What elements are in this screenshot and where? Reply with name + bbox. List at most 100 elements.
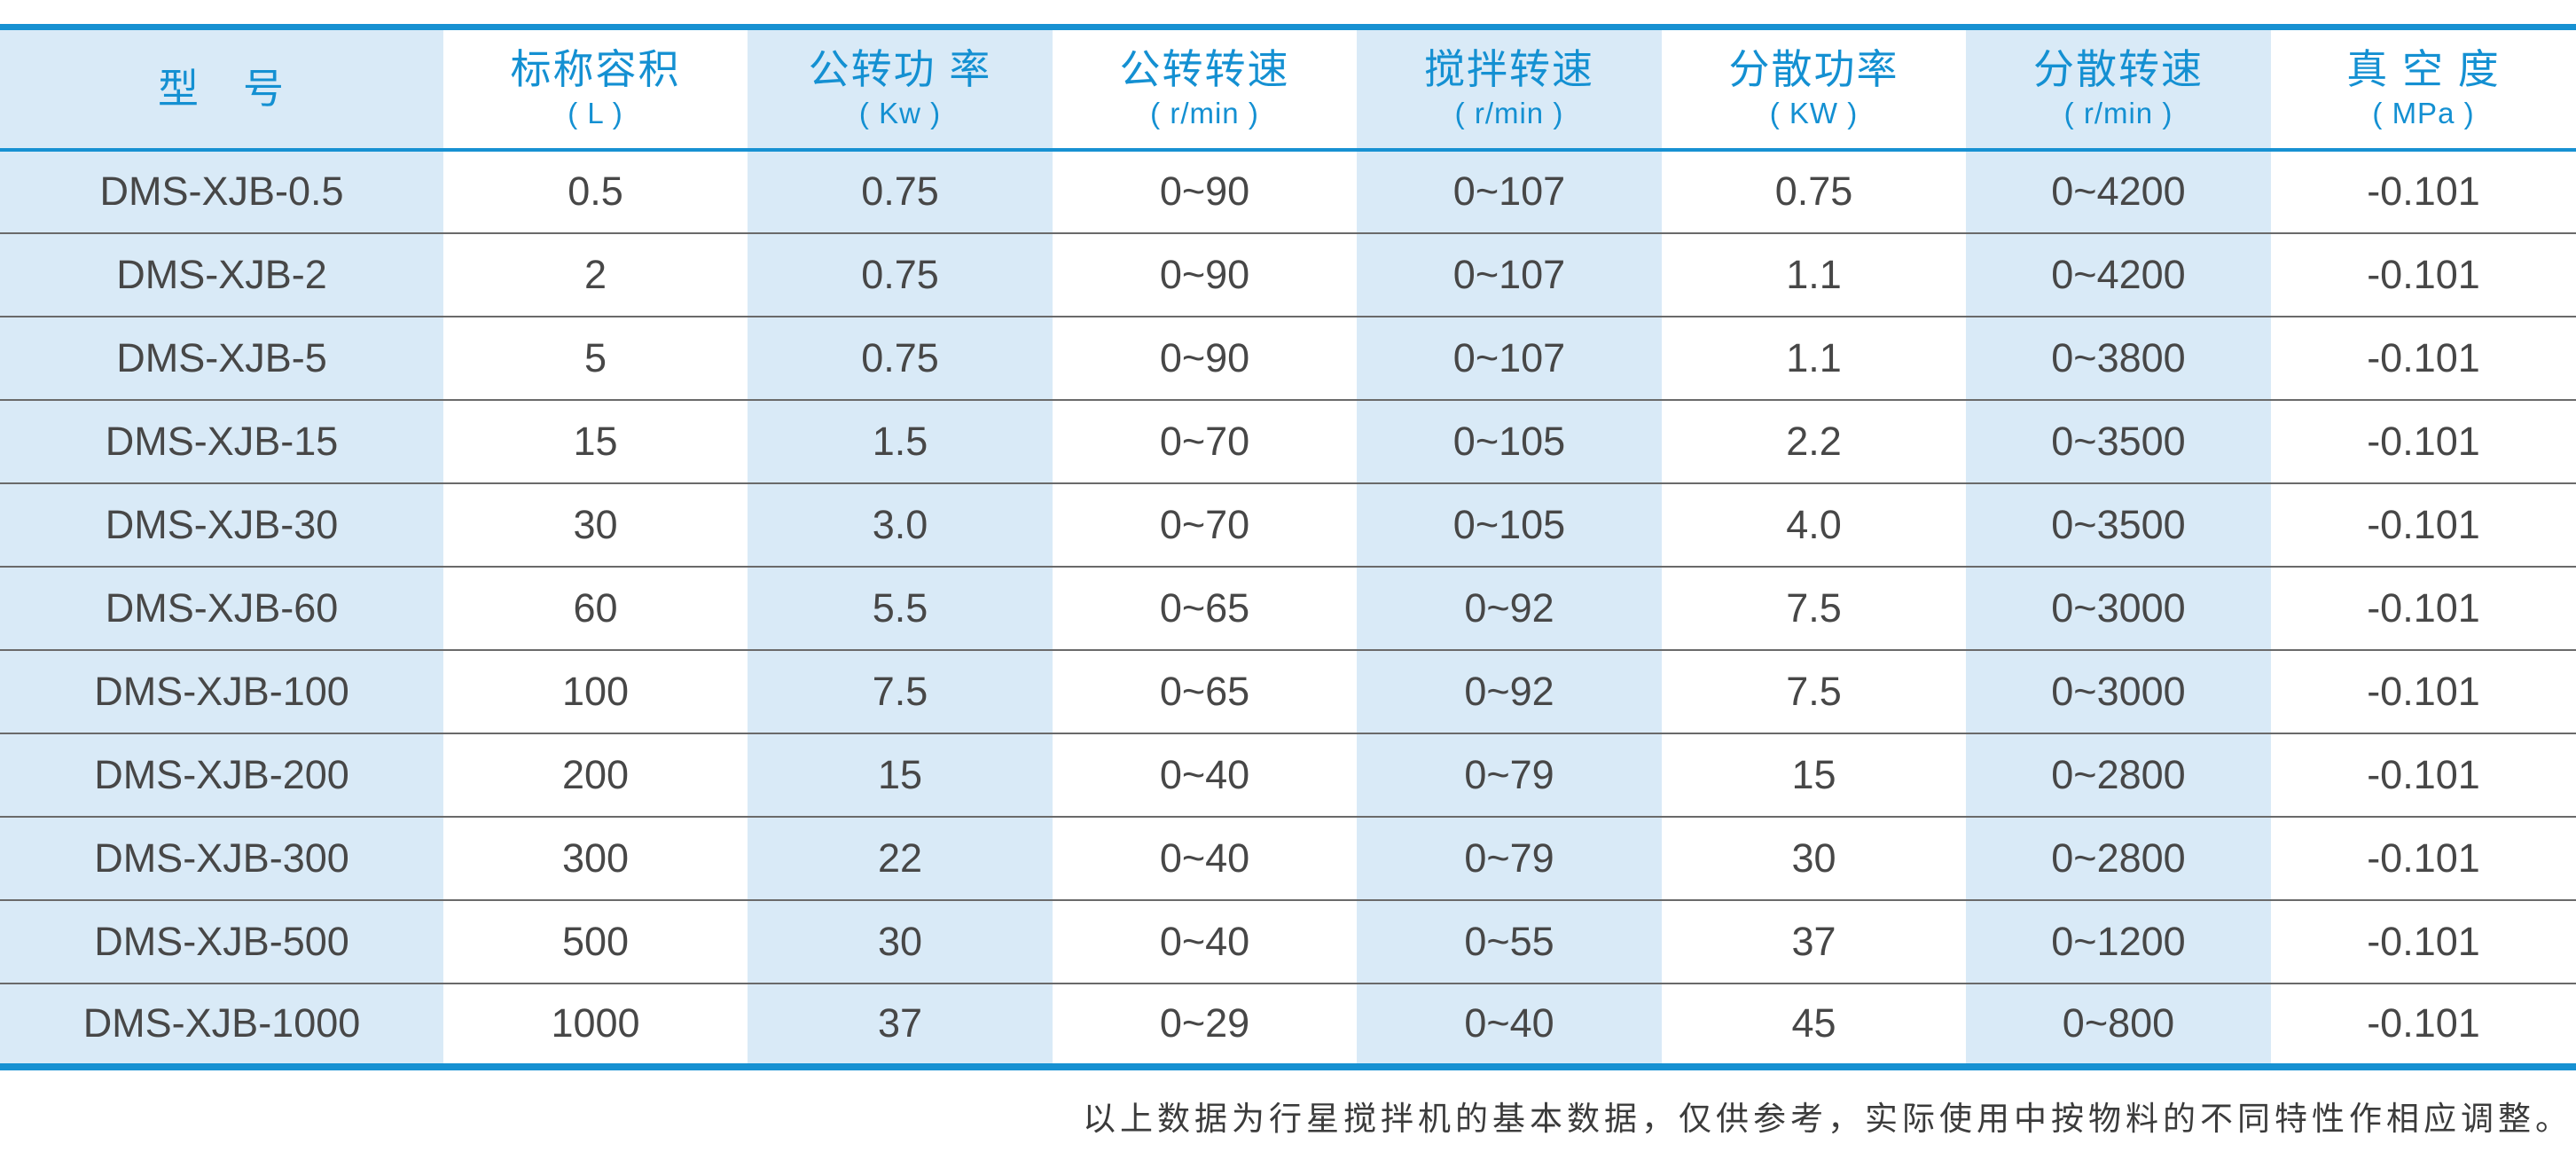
value-cell: 0~107	[1357, 315, 1662, 400]
value-cell: 0.75	[748, 315, 1053, 400]
value-cell: 0~79	[1357, 732, 1662, 817]
value-cell: 0~92	[1357, 648, 1662, 733]
value-cell: 0~40	[1053, 815, 1357, 900]
value-cell: 0~107	[1357, 231, 1662, 317]
value-cell: 37	[1662, 898, 1966, 984]
col-header-dispersion-speed: 分散转速 ( r/min )	[1966, 27, 2271, 152]
value-cell: -0.101	[2271, 315, 2576, 400]
value-cell: 37	[748, 982, 1053, 1067]
value-cell: 0~70	[1053, 398, 1357, 483]
value-cell: 0~2800	[1966, 815, 2271, 900]
value-cell: 0.75	[1662, 149, 1966, 233]
value-cell: 15	[1662, 732, 1966, 817]
value-cell: 1000	[443, 982, 748, 1067]
model-cell: DMS-XJB-30	[0, 482, 443, 567]
value-cell: 0~105	[1357, 398, 1662, 483]
value-cell: 30	[1662, 815, 1966, 900]
value-cell: 0~3000	[1966, 565, 2271, 650]
value-cell: 5.5	[748, 565, 1053, 650]
value-cell: 0~3500	[1966, 398, 2271, 483]
value-cell: 0~40	[1053, 732, 1357, 817]
value-cell: 60	[443, 565, 748, 650]
planetary-mixer-spec-table: 型 号 标称容积 ( L ) 公转功 率 ( Kw ) 公转转速 ( r/min…	[0, 24, 2576, 1070]
value-cell: 0~4200	[1966, 149, 2271, 233]
model-cell: DMS-XJB-500	[0, 898, 443, 984]
value-cell: -0.101	[2271, 898, 2576, 984]
col-unit: ( KW )	[1769, 97, 1859, 130]
col-title: 搅拌转速	[1424, 46, 1594, 93]
value-cell: 0~90	[1053, 149, 1357, 233]
header-row: 型 号 标称容积 ( L ) 公转功 率 ( Kw ) 公转转速 ( r/min…	[0, 27, 2576, 152]
col-header-vacuum-degree: 真 空 度 ( MPa )	[2271, 27, 2576, 152]
model-cell: DMS-XJB-0.5	[0, 149, 443, 233]
value-cell: 7.5	[748, 648, 1053, 733]
table-row: DMS-XJB-1000 1000 37 0~29 0~40 45 0~800 -0.101	[0, 982, 2576, 1067]
value-cell: 0~55	[1357, 898, 1662, 984]
table-row: DMS-XJB-200 200 15 0~40 0~79 15 0~2800 -0.101	[0, 732, 2576, 817]
model-cell: DMS-XJB-100	[0, 648, 443, 733]
value-cell: -0.101	[2271, 732, 2576, 817]
model-cell: DMS-XJB-300	[0, 815, 443, 900]
value-cell: 30	[443, 482, 748, 567]
value-cell: 4.0	[1662, 482, 1966, 567]
value-cell: 500	[443, 898, 748, 984]
col-title: 标称容积	[510, 46, 681, 93]
table-row: DMS-XJB-500 500 30 0~40 0~55 37 0~1200 -0.101	[0, 898, 2576, 984]
table-body: DMS-XJB-0.5 0.5 0.75 0~90 0~107 0.75 0~4200 -0.…	[0, 149, 2576, 1067]
value-cell: 0.75	[748, 149, 1053, 233]
col-unit: ( MPa )	[2372, 97, 2475, 130]
value-cell: 22	[748, 815, 1053, 900]
value-cell: 2.2	[1662, 398, 1966, 483]
value-cell: 0~90	[1053, 315, 1357, 400]
col-unit: ( r/min )	[2063, 97, 2173, 130]
value-cell: -0.101	[2271, 648, 2576, 733]
value-cell: 45	[1662, 982, 1966, 1067]
table-row: DMS-XJB-300 300 22 0~40 0~79 30 0~2800 -0.101	[0, 815, 2576, 900]
table-row: DMS-XJB-60 60 5.5 0~65 0~92 7.5 0~3000 -0.101	[0, 565, 2576, 650]
col-unit: ( L )	[568, 97, 623, 130]
col-title: 分散转速	[2033, 46, 2204, 93]
col-title: 公转转速	[1119, 46, 1290, 93]
value-cell: 200	[443, 732, 748, 817]
col-unit: ( Kw )	[858, 97, 942, 130]
value-cell: 0~3000	[1966, 648, 2271, 733]
model-cell: DMS-XJB-60	[0, 565, 443, 650]
value-cell: -0.101	[2271, 398, 2576, 483]
value-cell: -0.101	[2271, 231, 2576, 317]
value-cell: 2	[443, 231, 748, 317]
value-cell: -0.101	[2271, 565, 2576, 650]
col-header-stirring-speed: 搅拌转速 ( r/min )	[1357, 27, 1662, 152]
table-row: DMS-XJB-30 30 3.0 0~70 0~105 4.0 0~3500 -0.101	[0, 482, 2576, 567]
col-title: 公转功 率	[808, 46, 992, 93]
model-cell: DMS-XJB-5	[0, 315, 443, 400]
table-row: DMS-XJB-0.5 0.5 0.75 0~90 0~107 0.75 0~4200 -0.…	[0, 149, 2576, 233]
model-cell: DMS-XJB-200	[0, 732, 443, 817]
value-cell: 5	[443, 315, 748, 400]
table-row: DMS-XJB-2 2 0.75 0~90 0~107 1.1 0~4200 -0.101	[0, 231, 2576, 317]
value-cell: 3.0	[748, 482, 1053, 567]
value-cell: -0.101	[2271, 815, 2576, 900]
value-cell: 15	[443, 398, 748, 483]
col-unit: ( r/min )	[1150, 97, 1259, 130]
col-header-model: 型 号	[0, 27, 443, 152]
value-cell: 0~40	[1053, 898, 1357, 984]
col-header-revolution-speed: 公转转速 ( r/min )	[1053, 27, 1357, 152]
value-cell: 0~4200	[1966, 231, 2271, 317]
value-cell: 0~105	[1357, 482, 1662, 567]
value-cell: 0~90	[1053, 231, 1357, 317]
model-cell: DMS-XJB-15	[0, 398, 443, 483]
model-cell: DMS-XJB-1000	[0, 982, 443, 1067]
value-cell: -0.101	[2271, 149, 2576, 233]
value-cell: -0.101	[2271, 982, 2576, 1067]
value-cell: 1.1	[1662, 315, 1966, 400]
value-cell: 7.5	[1662, 648, 1966, 733]
value-cell: 0~1200	[1966, 898, 2271, 984]
model-cell: DMS-XJB-2	[0, 231, 443, 317]
table-row: DMS-XJB-5 5 0.75 0~90 0~107 1.1 0~3800 -0.101	[0, 315, 2576, 400]
col-header-nominal-capacity: 标称容积 ( L )	[443, 27, 748, 152]
value-cell: 0~107	[1357, 149, 1662, 233]
col-unit: ( r/min )	[1454, 97, 1564, 130]
value-cell: 0.75	[748, 231, 1053, 317]
col-title: 真 空 度	[2346, 46, 2501, 93]
value-cell: 0~800	[1966, 982, 2271, 1067]
